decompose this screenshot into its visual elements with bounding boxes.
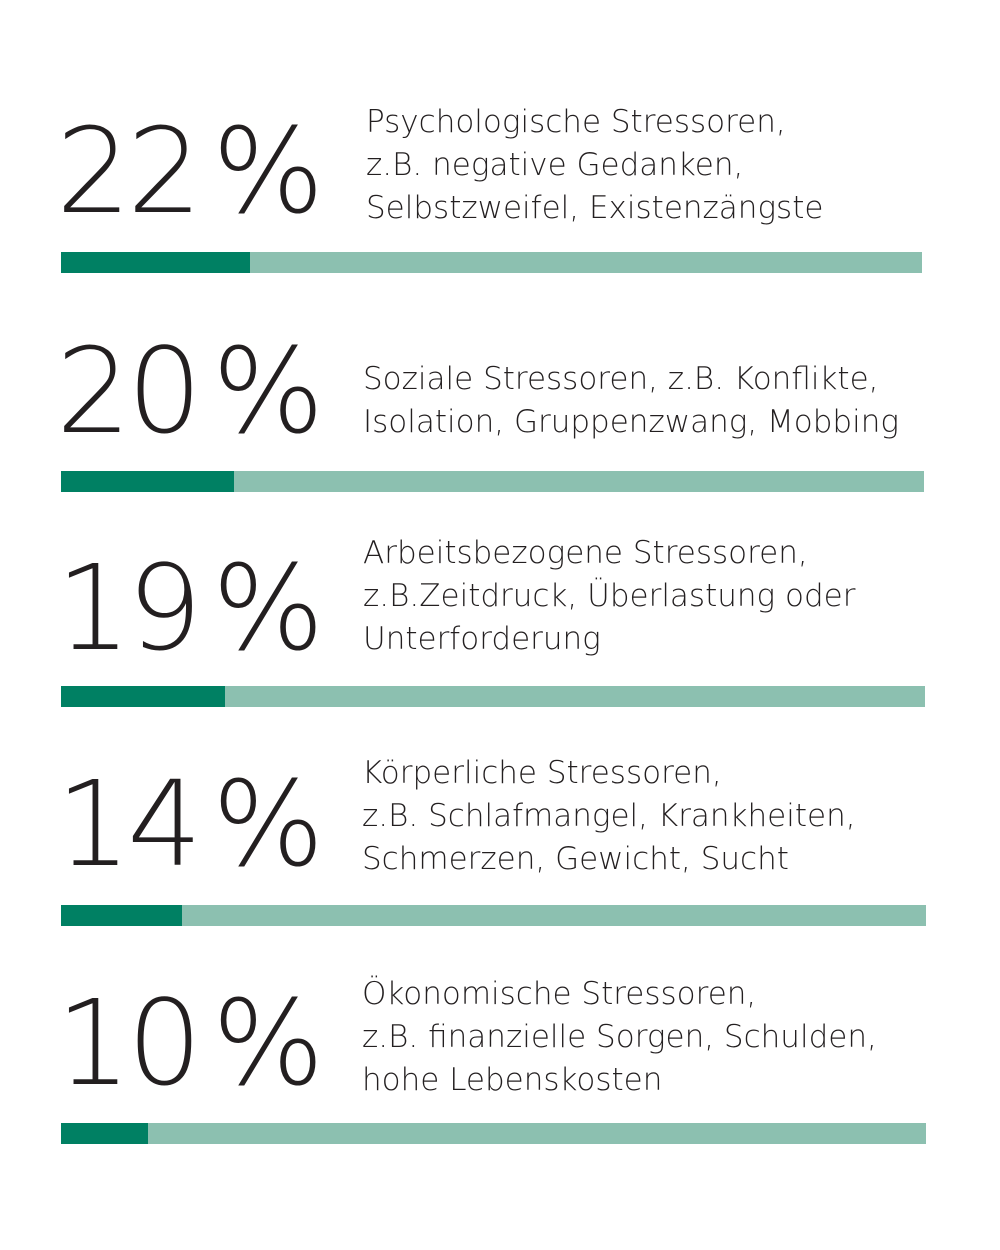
percent-sign: % (212, 974, 324, 1112)
bar-track (61, 1123, 926, 1144)
stressor-row: 22% Psychologische Stressoren, z.B. nega… (0, 0, 1000, 230)
description-line: Psychologische Stressoren, (366, 104, 786, 140)
description-line: Isolation, Gruppenzwang, Mobbing (363, 404, 899, 440)
description-line: z.B.Zeitdruck, Überlastung oder (363, 578, 856, 614)
bar-fill (61, 471, 234, 492)
stressor-row: 10% Ökonomische Stressoren, z.B. finanzi… (0, 0, 1000, 1102)
description-line: Schmerzen, Gewicht, Sucht (362, 841, 789, 877)
description-line: Unterforderung (363, 621, 601, 657)
percentage-number: 10 (56, 974, 202, 1112)
bar-track (61, 471, 924, 492)
percentage-value: 19% (56, 539, 324, 677)
percent-sign: % (212, 322, 324, 460)
percent-sign: % (212, 102, 324, 240)
stressor-description: Ökonomische Stressoren, z.B. finanzielle… (362, 973, 877, 1102)
bar-fill (61, 686, 226, 707)
stressor-description: Soziale Stressoren, z.B. Konflikte, Isol… (363, 358, 899, 444)
description-line: Soziale Stressoren, z.B. Konflikte, (363, 361, 879, 397)
bar-fill (61, 905, 183, 926)
description-line: z.B. negative Gedanken, (366, 147, 744, 183)
bar-track (61, 905, 926, 926)
stressor-description: Körperliche Stressoren, z.B. Schlafmange… (362, 752, 856, 881)
percentage-value: 20% (56, 322, 324, 460)
percentage-value: 14% (56, 755, 324, 893)
bar-fill (61, 252, 251, 273)
description-line: z.B. Schlafmangel, Krankheiten, (362, 798, 856, 834)
stressor-description: Arbeitsbezogene Stressoren, z.B.Zeitdruc… (363, 532, 855, 661)
percentage-value: 10% (56, 974, 324, 1112)
stressor-description: Psychologische Stressoren, z.B. negative… (366, 101, 823, 230)
stressor-row: 20% Soziale Stressoren, z.B. Konflikte, … (0, 0, 1000, 450)
percent-sign: % (212, 755, 324, 893)
percent-sign: % (212, 539, 324, 677)
description-line: Arbeitsbezogene Stressoren, (363, 535, 808, 571)
description-line: Körperliche Stressoren, (362, 755, 722, 791)
description-line: hohe Lebenskosten (362, 1062, 663, 1098)
percentage-number: 22 (56, 102, 202, 240)
stressor-row: 14% Körperliche Stressoren, z.B. Schlafm… (0, 0, 1000, 883)
percentage-number: 19 (56, 539, 202, 677)
percentage-number: 20 (56, 322, 202, 460)
percentage-value: 22% (56, 102, 324, 240)
bar-track (61, 686, 925, 707)
description-line: z.B. finanzielle Sorgen, Schulden, (362, 1019, 877, 1055)
percentage-number: 14 (56, 755, 202, 893)
bar-fill (61, 1123, 148, 1144)
stressor-row: 19% Arbeitsbezogene Stressoren, z.B.Zeit… (0, 0, 1000, 667)
description-line: Selbstzweifel, Existenzängste (366, 190, 824, 226)
description-line: Ökonomische Stressoren, (362, 976, 757, 1012)
bar-track (61, 252, 922, 273)
